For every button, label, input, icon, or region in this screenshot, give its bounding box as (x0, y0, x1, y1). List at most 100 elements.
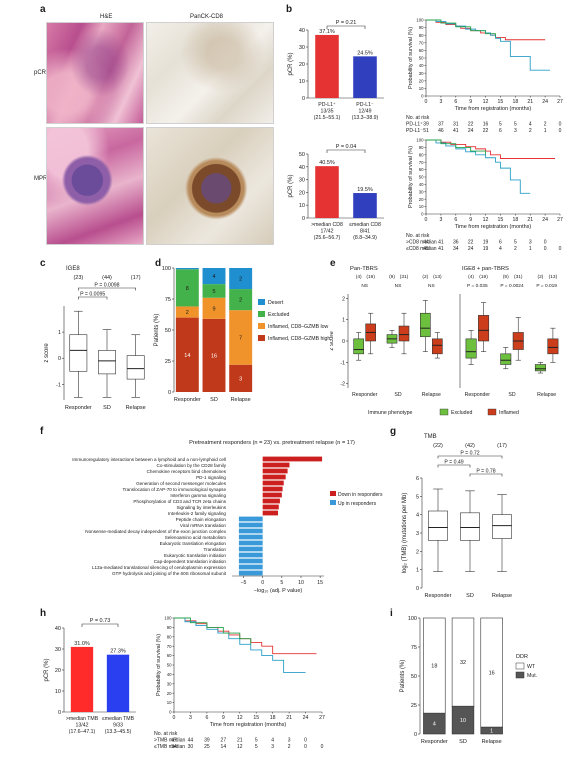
legend-swatch (439, 408, 449, 416)
category-label: Responder (174, 397, 201, 403)
tbrs-box-chart: Pan-TBRS -2 -1 0 1 2 z score (4) (19) (9) (31) (2) (… (330, 266, 559, 416)
y-tick-label: 0 (169, 710, 172, 715)
risk-count: 2 (288, 744, 291, 750)
x-axis-label: −log₁₀ (adj. P value) (254, 588, 303, 594)
p-value-label: P = 0.78 (476, 469, 495, 475)
risk-count: 36 (453, 240, 459, 246)
risk-table-title: No. at risk (406, 233, 430, 239)
y-axis-label: pCR (%) (44, 658, 50, 681)
box-2 (460, 512, 480, 541)
risk-count: 3 (271, 744, 274, 750)
risk-count: 0 (304, 744, 307, 750)
segment-count-label: 18 (431, 664, 437, 670)
box-1 (465, 338, 477, 359)
y-tick-label: 25 (411, 703, 417, 709)
pathway-bar (238, 534, 263, 540)
category-label: 8/41 (360, 229, 370, 235)
category-label: 9/33 (113, 723, 123, 729)
legend-label: Excluded (268, 312, 289, 318)
legend-label: Desert (268, 300, 284, 306)
box-3 (126, 355, 145, 380)
y-axis-label: Probability of survival (%) (408, 146, 414, 208)
risk-count: 12 (237, 744, 243, 750)
x-tick-label: 9 (222, 715, 225, 721)
pathway-label: GTP hydrolysis and joining of the 60S ri… (112, 571, 227, 576)
risk-count: 45 (423, 246, 429, 252)
pathway-bar (262, 498, 280, 504)
risk-count: 5 (499, 122, 502, 128)
category-label: (8.8–34.9) (353, 235, 377, 241)
y-tick-label: 10 (419, 86, 424, 91)
stacked-segment-1 (175, 317, 199, 392)
y-tick-label: 100 (408, 616, 417, 622)
category-label: (17.6–47.1) (69, 729, 96, 735)
y-tick-label: 90 (167, 625, 172, 630)
risk-count: 22 (468, 122, 474, 128)
y-tick-label: 30 (419, 189, 424, 194)
risk-count: 4 (271, 738, 274, 744)
count-label: (19) (479, 274, 488, 280)
histology-column-he: H&E (100, 14, 113, 20)
category-label: 13/35 (321, 109, 334, 115)
category-label: Relapse (492, 593, 512, 599)
risk-count: 51 (423, 128, 429, 134)
histology-row-pcr: pCR (34, 70, 47, 76)
risk-count: 27 (221, 738, 227, 744)
segment-count-label: 2 (186, 310, 189, 316)
category-label: SD (210, 397, 218, 403)
ige8-box-chart: IGE8 -1 0 1 z score Responder (23) SD (44) Relaps… (44, 266, 146, 411)
legend-swatch (258, 299, 265, 305)
category-label: SD (459, 739, 467, 745)
significance-bracket (326, 25, 366, 29)
legend-title: Immune phenotype (368, 410, 413, 416)
stacked-segment-2 (480, 617, 503, 728)
y-tick-label: 20 (299, 62, 305, 68)
category-label: (21.5–55.1) (314, 115, 341, 121)
risk-row-label: PD-L1⁺ (406, 122, 423, 128)
y-tick-label: -1 (56, 382, 61, 388)
bar-2 (106, 654, 130, 712)
box-5 (420, 312, 431, 338)
pathway-bar (238, 522, 263, 528)
y-tick-label: 90 (419, 25, 424, 30)
pathway-label: Peptide chain elongation (176, 517, 227, 522)
risk-count: 37 (438, 122, 444, 128)
tmb-pcr-bar-chart: 0 10 20 30 40 pCR (%) 31.0% >median TMB13/42(17… (44, 618, 136, 735)
panel-label-c: c (40, 258, 46, 269)
significance-label: NS (428, 283, 435, 289)
panel-label-b: b (286, 4, 293, 15)
stacked-segment-2 (202, 297, 226, 319)
risk-count: 0 (321, 744, 324, 750)
risk-table-title: No. at risk (406, 115, 430, 121)
x-tick-label: 18 (512, 217, 518, 223)
panel-label-e: e (330, 258, 336, 269)
box-1 (353, 338, 364, 355)
category-label: Responder (352, 392, 378, 398)
count-label: (9) (389, 274, 395, 280)
box-4 (398, 325, 410, 342)
pathway-label: Generation of second messenger molecules (136, 481, 227, 486)
pathway-bar (238, 552, 263, 558)
y-tick-label: 20 (419, 197, 424, 202)
stacked-segment-3 (229, 289, 253, 311)
y-tick-label: 20 (55, 668, 61, 674)
significance-label: P = 0.0024 (500, 283, 524, 289)
risk-count: 34 (171, 744, 177, 750)
panel-label-g: g (390, 426, 397, 437)
segment-count-label: 8 (186, 286, 189, 292)
y-tick-label: 4 (416, 513, 419, 519)
y-axis-label: Probability of survival (%) (156, 634, 162, 696)
pathway-label: Immunoregulatory interactions between a … (72, 457, 226, 462)
bar-2 (353, 193, 377, 218)
count-label: (2) (422, 274, 428, 280)
pathway-label: L13a-mediated translational silencing of… (92, 565, 227, 570)
risk-count: 0 (559, 122, 562, 128)
y-tick-label: 50 (299, 152, 305, 158)
legend-title: DDR (516, 654, 528, 660)
segment-count-label: 14 (184, 353, 190, 359)
risk-count: 5 (255, 738, 258, 744)
bar-value-label: 27.3% (110, 649, 126, 655)
x-tick-label: 21 (527, 99, 533, 105)
risk-count: 2 (544, 122, 547, 128)
